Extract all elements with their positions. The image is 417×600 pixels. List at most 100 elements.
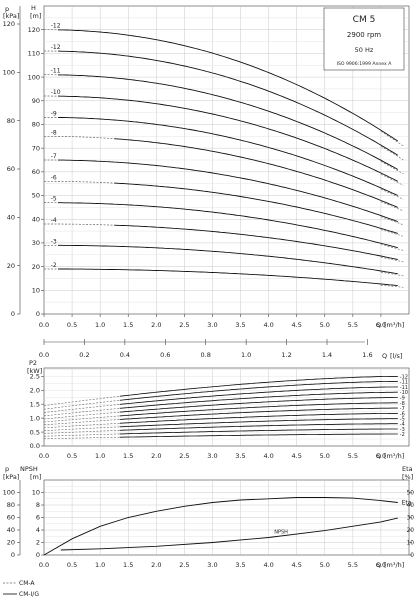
power-curve-label: -11 <box>400 379 408 385</box>
power-flow-axis: 0.0 0.5 1.0 1.5 2.0 2.5 3.0 3.5 4.0 4.5 5.0 5.5 6.0Q… <box>39 452 405 460</box>
power-axis: 0.0 0.5 1.0 1.5 2.0 2.5 <box>30 373 44 450</box>
power-curve-dashed--6 <box>43 423 120 429</box>
power-flow-unit: [m³/h] <box>384 452 404 460</box>
head-curves: -12 -12 -11 -10 -9 -8 -7 -6 -5 -4 -3 -2 <box>44 23 404 288</box>
head-height-tick-label: 90 <box>32 97 40 105</box>
power-curve-dashed--2 <box>43 436 120 440</box>
power-curve-dashed--11 <box>43 404 120 413</box>
head-curve-tail--12 <box>380 131 404 147</box>
power-curve-label: -7 <box>400 406 405 412</box>
head-pressure-tick-label: 20 <box>7 262 15 270</box>
power-flow-tick-label: 2.0 <box>151 452 161 460</box>
npsh-flow-tick-label: 3.5 <box>235 561 245 569</box>
flow-ls-tick-label: 0.0 <box>39 351 49 359</box>
head-curve-tail--3 <box>380 271 404 277</box>
flow-ls-tick-label: 0.2 <box>79 351 89 359</box>
head-curve--10 <box>57 95 399 182</box>
npsh-pressure-tick-label: 60 <box>7 514 15 522</box>
power-curve--10 <box>119 391 398 409</box>
power-curve--3 <box>119 428 398 435</box>
power-curve--7 <box>119 407 398 420</box>
head-height-tick-label: 100 <box>28 73 40 81</box>
eta-curve <box>43 497 398 556</box>
flow-ls-tick-label: 1.6 <box>362 351 372 359</box>
head-curve-tail--2 <box>380 284 404 288</box>
power-curve-label: -8 <box>400 401 405 407</box>
head-flow-tick-label: 1.0 <box>95 321 105 329</box>
head-height-tick-label: 110 <box>28 50 40 58</box>
head-flow-tick-label: 1.5 <box>123 321 133 329</box>
npsh-height-tick-label: 4 <box>36 526 40 534</box>
npsh-eta-curves: Eta NPSH <box>43 497 412 556</box>
npsh-height-tick-label: 6 <box>36 514 40 522</box>
power-curve--4 <box>119 423 398 431</box>
power-curve-dashed--5 <box>43 426 120 431</box>
head-curve-tail--5 <box>380 244 404 251</box>
head-height-label: H <box>31 4 36 12</box>
power-curve-dashed--9 <box>43 411 120 420</box>
head-pressure-tick-label: 120 <box>3 20 15 28</box>
flow-ls-label: Q <box>382 352 387 360</box>
power-flow-tick-label: 4.5 <box>292 452 302 460</box>
power-flow-tick-label: 4.0 <box>263 452 273 460</box>
head-flow-tick-label: 4.0 <box>263 321 273 329</box>
head-flow-tick-label: 0.5 <box>67 321 77 329</box>
head-curve--2 <box>58 268 398 287</box>
power-tick-label: 1.0 <box>30 414 40 422</box>
npsh-flow-tick-label: 3.0 <box>207 561 217 569</box>
power-curve-label: -5 <box>400 417 405 423</box>
head-flow-tick-label: 2.5 <box>179 321 189 329</box>
npsh-grid <box>44 480 409 555</box>
flow-ls-ticks: 0.0 0.2 0.4 0.6 0.8 1.0 1.2 1.4 1.6 <box>39 339 373 359</box>
power-curve--2 <box>119 433 398 438</box>
power-tick-label: 0.0 <box>30 442 40 450</box>
head-pressure-label: p <box>5 5 9 13</box>
head-curve-label: -8 <box>51 129 57 136</box>
head-curve-label: -12 <box>51 44 61 51</box>
head-height-tick-label: 0 <box>36 310 40 318</box>
power-flow-tick-label: 5.0 <box>320 452 330 460</box>
npsh-flow-unit: [m³/h] <box>384 561 404 569</box>
eta-axis: 0 10 20 30 40 50 <box>407 491 415 560</box>
npsh-pressure-axis: 0 20 40 60 80 100 <box>3 480 21 559</box>
head-curve-label: -12 <box>51 23 61 30</box>
npsh-flow-tick-label: 5.0 <box>320 561 330 569</box>
eta-tick-label: 20 <box>407 528 415 534</box>
power-curve-label: -3 <box>400 427 405 433</box>
head-pressure-axis: 0 20 40 60 80 100 120 <box>3 6 21 318</box>
power-curve-dashed--3 <box>43 433 120 437</box>
npsh-flow-tick-label: 6.0 <box>376 561 386 569</box>
head-height-tick-label: 120 <box>28 26 40 34</box>
head-flow-unit: [m³/h] <box>384 321 404 329</box>
power-curve--9 <box>119 397 398 413</box>
head-curve-label: -5 <box>51 196 57 203</box>
head-flow-tick-label: 5.0 <box>320 321 330 329</box>
head-curve--7 <box>58 159 398 223</box>
power-flow-tick-label: 1.5 <box>123 452 133 460</box>
flow-ls-axis: 0.0 0.2 0.4 0.6 0.8 1.0 1.2 1.4 1.6 Q [l/s] <box>39 339 402 360</box>
power-tick-label: 0.5 <box>30 428 40 436</box>
head-curve-tail--6 <box>380 229 404 237</box>
npsh-height-axis: 0 2 4 6 8 10 <box>32 489 44 559</box>
eta-tick-label: 40 <box>407 503 415 509</box>
npsh-flow-tick-label: 2.5 <box>179 561 189 569</box>
head-curve-tail--12 <box>380 146 404 161</box>
power-curve-dashed--11 <box>43 400 120 410</box>
head-height-tick-label: 50 <box>32 192 40 200</box>
head-height-tick-label: 30 <box>32 239 40 247</box>
power-flow-tick-label: 1.0 <box>95 452 105 460</box>
head-curve--12 <box>57 29 399 142</box>
flow-ls-tick-label: 1.4 <box>322 351 332 359</box>
head-curve-dashed--6 <box>44 180 115 184</box>
power-flow-tick-label: 6.0 <box>376 452 386 460</box>
npsh-curve-label: NPSH <box>274 530 288 536</box>
head-curve-dashed--8 <box>44 135 115 140</box>
npsh-pressure-tick-label: 0 <box>11 551 15 559</box>
head-height-tick-label: 80 <box>32 121 40 129</box>
npsh-pressure-label: p <box>5 465 9 473</box>
eta-tick-label: 10 <box>407 541 415 547</box>
power-flow-label: Q <box>376 452 381 460</box>
eta-tick-label: 50 <box>407 491 415 497</box>
pump-standard: ISO 9906:1999 Annex A <box>337 61 393 67</box>
power-tick-label: 2.5 <box>30 373 40 381</box>
